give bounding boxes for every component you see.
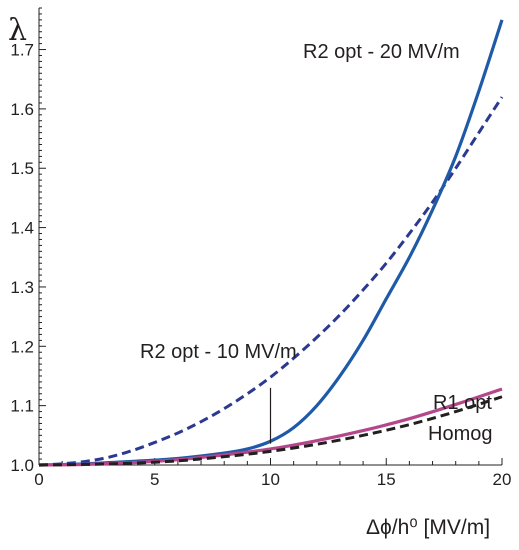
y-tick-label: 1.3 bbox=[10, 278, 34, 297]
x-tick-label: 10 bbox=[261, 470, 280, 489]
x-tick-label: 20 bbox=[493, 470, 512, 489]
curves bbox=[38, 19, 504, 467]
y-tick-label: 1.0 bbox=[10, 456, 34, 475]
series-line-r2-10 bbox=[38, 96, 504, 467]
series-label-r2-20: R2 opt - 20 MV/m bbox=[303, 41, 460, 63]
axes: 0 5 10 15 20 1.0 1.1 1.2 1.3 1.4 1.5 1.6 1.7 bbox=[10, 7, 512, 489]
y-tick-label: 1.1 bbox=[10, 397, 34, 416]
y-axis-label: λ bbox=[8, 13, 27, 48]
series-line-r1 bbox=[38, 387, 503, 467]
series-label-r1: R1 opt bbox=[433, 392, 492, 414]
y-tick-label: 1.2 bbox=[10, 337, 34, 356]
x-tick-label: 5 bbox=[150, 470, 159, 489]
series-line-homog bbox=[38, 395, 503, 467]
series-label-homog: Homog bbox=[428, 423, 492, 445]
x-tick-label: 0 bbox=[34, 470, 43, 489]
y-tick-label: 1.7 bbox=[10, 41, 34, 60]
series-label-r2-10: R2 opt - 10 MV/m bbox=[140, 341, 297, 363]
x-axis-label: Δϕ/h⁰ [MV/m] bbox=[366, 516, 490, 539]
y-tick-label: 1.5 bbox=[10, 159, 34, 178]
x-tick-label: 15 bbox=[377, 470, 396, 489]
y-tick-label: 1.6 bbox=[10, 100, 34, 119]
y-tick-label: 1.4 bbox=[10, 219, 34, 238]
annotations: R2 opt - 20 MV/m R2 opt - 10 MV/m R1 opt… bbox=[140, 41, 492, 445]
